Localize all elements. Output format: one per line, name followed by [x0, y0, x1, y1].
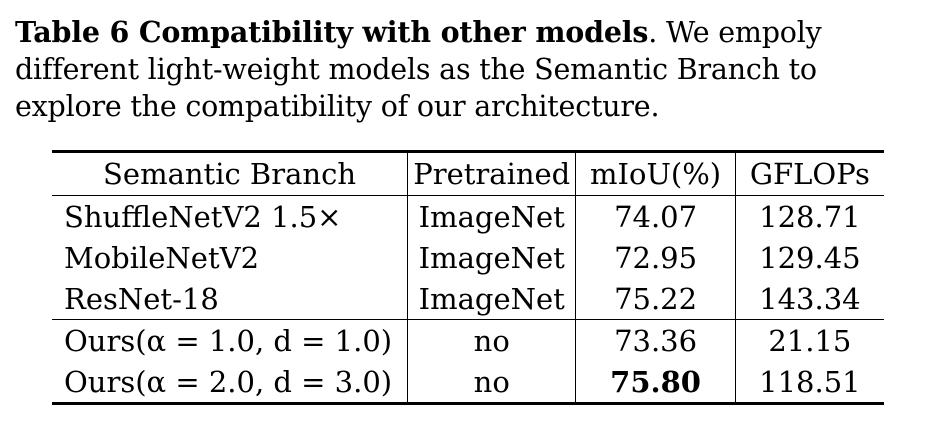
table-row: ResNet-18 ImageNet 75.22 143.34	[52, 278, 884, 320]
table-row: Ours(α = 2.0, d = 3.0) no 75.80 118.51	[52, 361, 884, 405]
cell-miou: 73.36	[575, 319, 736, 361]
cell-pretrained: no	[407, 319, 577, 361]
cell-branch: ShuffleNetV2 1.5×	[52, 195, 409, 237]
cell-branch: ResNet-18	[52, 278, 409, 320]
cell-pretrained: ImageNet	[407, 237, 577, 278]
cell-gflops: 21.15	[735, 319, 884, 361]
header-semantic-branch: Semantic Branch	[52, 150, 409, 196]
table-caption: Table 6 Compatibility with other models.…	[15, 14, 925, 125]
cell-miou-best: 75.80	[575, 361, 736, 405]
cell-miou: 74.07	[575, 195, 736, 237]
cell-gflops: 118.51	[735, 361, 884, 405]
header-row: Semantic Branch Pretrained mIoU(%) GFLOP…	[52, 150, 884, 196]
compatibility-table: Semantic Branch Pretrained mIoU(%) GFLOP…	[52, 150, 884, 405]
cell-pretrained: ImageNet	[407, 195, 577, 237]
cell-miou: 75.22	[575, 278, 736, 320]
header-pretrained: Pretrained	[407, 150, 577, 196]
cell-pretrained: ImageNet	[407, 278, 577, 320]
header-gflops: GFLOPs	[735, 150, 884, 196]
header-miou: mIoU(%)	[575, 150, 736, 196]
table-row: MobileNetV2 ImageNet 72.95 129.45	[52, 237, 884, 278]
cell-branch: Ours(α = 2.0, d = 3.0)	[52, 361, 409, 405]
cell-gflops: 129.45	[759, 240, 861, 275]
caption-text: . We empoly different light-weight model…	[15, 16, 822, 123]
cell-gflops: 143.34	[759, 281, 861, 316]
cell-branch: MobileNetV2	[52, 237, 409, 278]
cell-branch: Ours(α = 1.0, d = 1.0)	[52, 319, 409, 361]
table-row: Ours(α = 1.0, d = 1.0) no 73.36 21.15	[52, 319, 884, 361]
cell-miou: 72.95	[575, 237, 736, 278]
results-table-container: Semantic Branch Pretrained mIoU(%) GFLOP…	[52, 150, 884, 405]
cell-gflops: 128.71	[759, 199, 861, 234]
table-row: ShuffleNetV2 1.5× ImageNet 74.07 128.71	[52, 195, 884, 237]
caption-label: Table 6 Compatibility with other models	[15, 15, 649, 49]
cell-pretrained: no	[407, 361, 577, 405]
